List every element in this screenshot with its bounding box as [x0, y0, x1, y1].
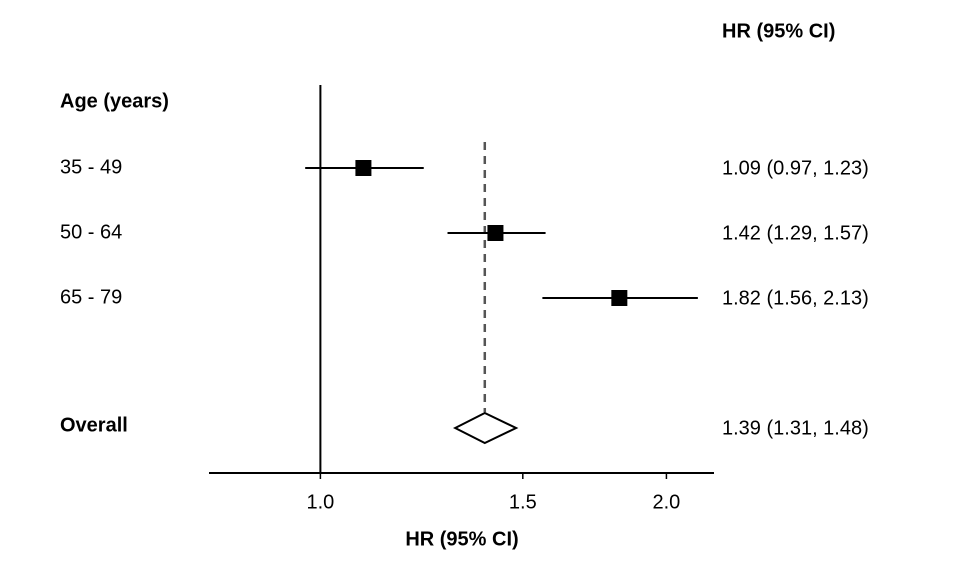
x-tick-label: 2.0: [653, 491, 681, 513]
value-label: 1.09 (0.97, 1.23): [722, 157, 869, 179]
x-tick-label: 1.5: [509, 491, 537, 513]
estimate-marker: [487, 225, 504, 241]
group-label: Age (years): [60, 90, 169, 112]
row-label: 65 - 79: [60, 286, 122, 308]
row-label: 35 - 49: [60, 156, 122, 178]
overall-diamond: [452, 411, 519, 445]
estimate-marker: [611, 290, 628, 306]
column-header: HR (95% CI): [722, 20, 835, 42]
estimate-marker: [355, 160, 372, 176]
row-label: 50 - 64: [60, 221, 122, 243]
overall-value-label: 1.39 (1.31, 1.48): [722, 417, 869, 439]
x-axis-label: HR (95% CI): [405, 528, 518, 550]
value-label: 1.82 (1.56, 2.13): [722, 287, 869, 309]
x-tick-label: 1.0: [306, 491, 334, 513]
overall-label: Overall: [60, 414, 128, 436]
value-label: 1.42 (1.29, 1.57): [722, 222, 869, 244]
